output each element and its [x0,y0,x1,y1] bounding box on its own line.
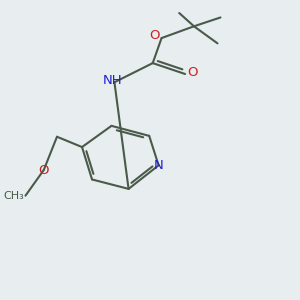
Text: O: O [187,66,198,79]
Text: NH: NH [103,74,123,87]
Text: O: O [38,164,49,176]
Text: O: O [149,29,159,42]
Text: CH₃: CH₃ [3,191,24,201]
Text: N: N [154,159,164,172]
